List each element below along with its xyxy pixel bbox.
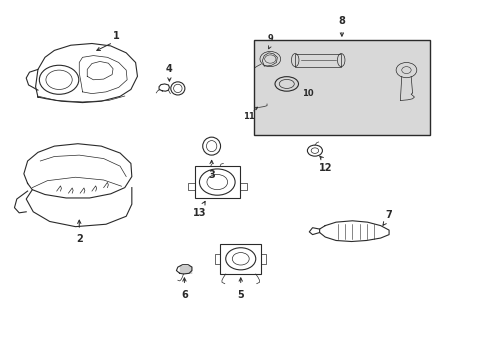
Text: 11: 11	[243, 112, 255, 121]
Bar	[295, 54, 341, 67]
Text: 5: 5	[237, 289, 244, 300]
Bar	[253, 40, 429, 135]
Text: 10: 10	[301, 89, 313, 98]
Text: 13: 13	[193, 208, 206, 218]
Text: 6: 6	[181, 289, 187, 300]
Text: 9: 9	[267, 34, 273, 43]
Text: 1: 1	[113, 31, 120, 41]
Text: 2: 2	[76, 234, 82, 244]
Text: 4: 4	[165, 64, 172, 73]
Text: 12: 12	[318, 163, 331, 174]
Text: 3: 3	[208, 170, 215, 180]
Bar	[220, 244, 261, 274]
Text: 8: 8	[338, 15, 345, 26]
Bar	[195, 166, 239, 198]
Text: 7: 7	[385, 210, 392, 220]
